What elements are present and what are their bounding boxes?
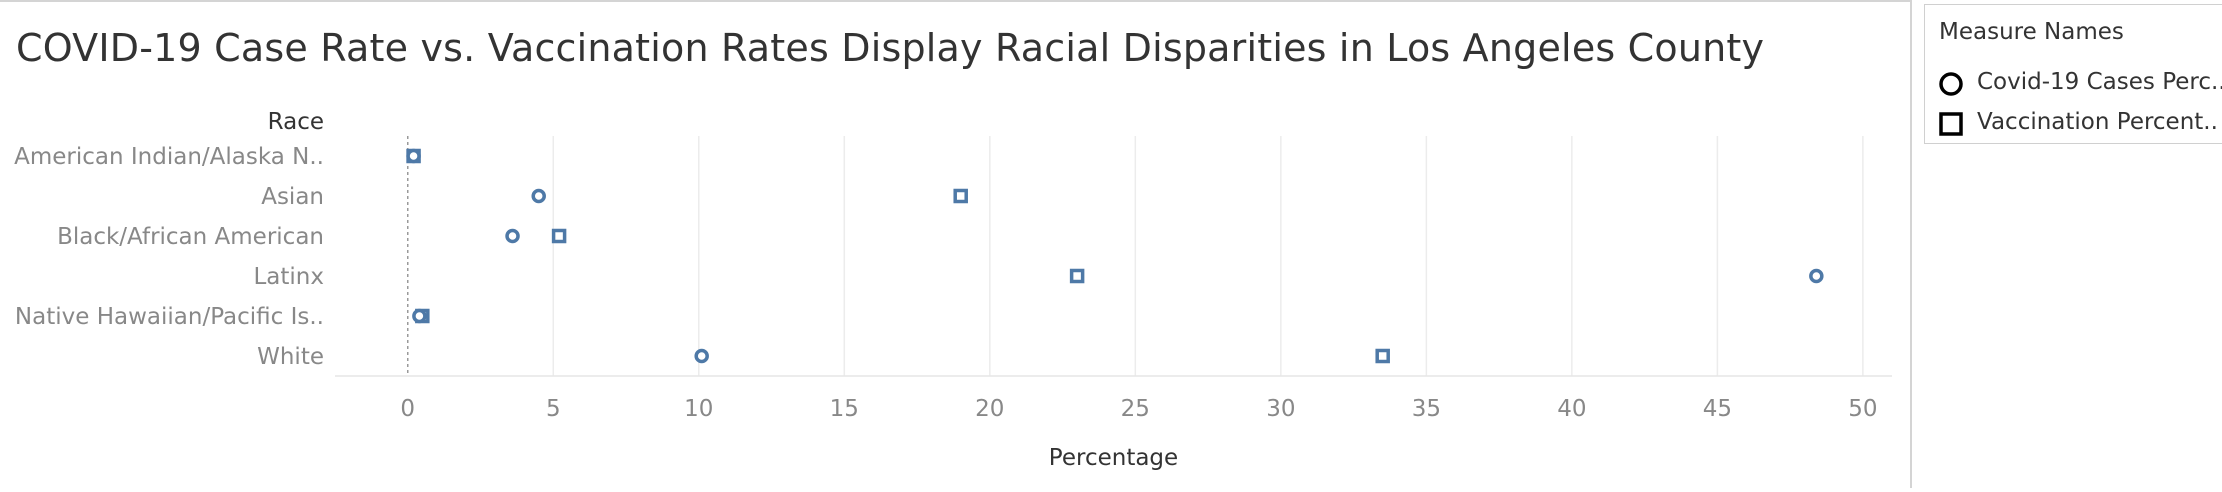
x-tick-label: 50 — [1848, 396, 1877, 422]
square-point — [551, 228, 567, 244]
x-tick-label: 25 — [1121, 396, 1150, 422]
legend-panel: Measure Names Covid-19 Cases Perc.. Vacc… — [1924, 4, 2222, 144]
legend-label-vaccination: Vaccination Percent.. — [1977, 109, 2218, 135]
circle-point — [505, 228, 520, 244]
circle-point — [412, 308, 427, 324]
legend-title: Measure Names — [1939, 19, 2124, 45]
square-point — [953, 188, 968, 204]
plot-area: 0 5 10 15 20 25 30 35 40 45 50 Race American Indian/… — [14, 109, 1892, 471]
circle-point — [531, 188, 546, 204]
y-tick-label: Black/African American — [57, 224, 324, 250]
y-axis-title: Race — [268, 109, 324, 135]
circle-point — [1809, 268, 1824, 284]
legend-item-cases[interactable]: Covid-19 Cases Perc.. — [1937, 67, 2222, 101]
y-tick-label: Asian — [261, 184, 324, 210]
x-tick-label: 5 — [546, 396, 561, 422]
square-marker-icon — [1939, 112, 1963, 136]
x-axis-title: Percentage — [1049, 445, 1178, 471]
circle-point — [694, 348, 709, 364]
chart-title: COVID-19 Case Rate vs. Vaccination Rates… — [16, 26, 1765, 70]
x-tick-label: 0 — [400, 396, 415, 422]
top-border — [0, 0, 1910, 2]
square-point — [1069, 268, 1085, 284]
x-tick-label: 10 — [684, 396, 713, 422]
pane-divider — [1910, 0, 1912, 488]
circle-marker-icon — [1939, 72, 1963, 96]
y-tick-label: Native Hawaiian/Pacific Is.. — [15, 304, 324, 330]
y-tick-label: White — [257, 344, 324, 370]
y-tick-label: Latinx — [253, 264, 324, 290]
x-tick-label: 45 — [1703, 396, 1732, 422]
legend-label-cases: Covid-19 Cases Perc.. — [1977, 69, 2222, 95]
worksheet: COVID-19 Case Rate vs. Vaccination Rates… — [14, 26, 1892, 471]
x-tick-label: 30 — [1266, 396, 1295, 422]
x-tick-label: 40 — [1557, 396, 1586, 422]
x-tick-label: 35 — [1412, 396, 1441, 422]
x-tick-label: 15 — [830, 396, 859, 422]
square-point — [1375, 348, 1390, 364]
x-tick-label: 20 — [975, 396, 1004, 422]
legend-item-vaccination[interactable]: Vaccination Percent.. — [1937, 107, 2222, 141]
circle-point — [406, 148, 421, 164]
y-tick-label: American Indian/Alaska N.. — [14, 144, 324, 170]
